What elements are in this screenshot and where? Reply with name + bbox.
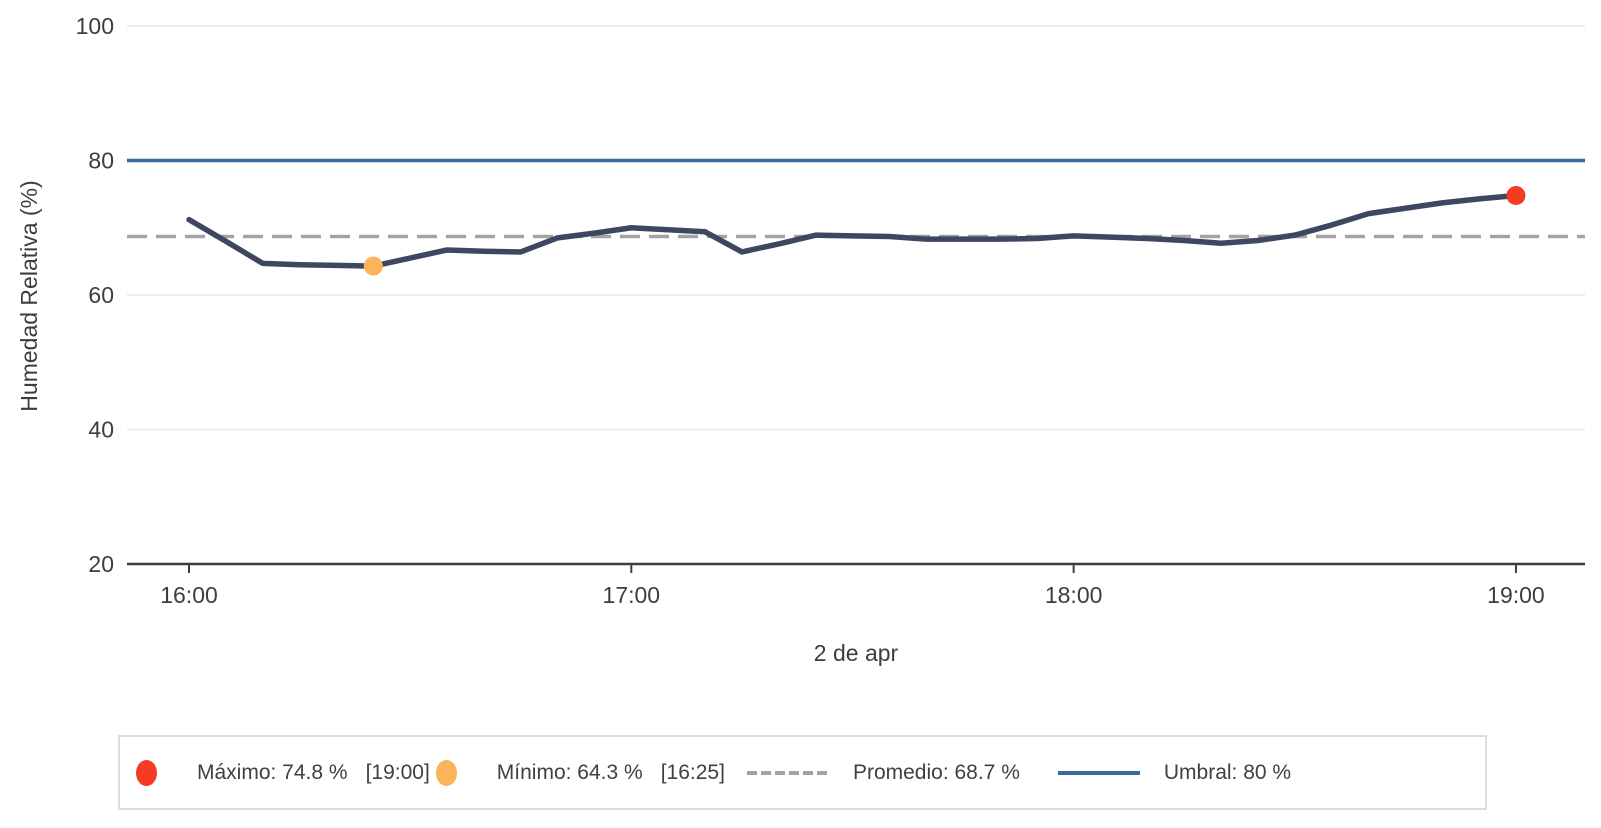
y-tick-label-60: 60 <box>88 282 114 308</box>
x-tick-label-18:00: 18:00 <box>1045 582 1103 608</box>
x-tick-label-19:00: 19:00 <box>1487 582 1545 608</box>
legend-time-minimo: [16:25] <box>660 760 725 784</box>
max-dot-icon <box>136 759 157 786</box>
legend-item-promedio[interactable]: Promedio: 68.7 % <box>746 760 1020 785</box>
solid-line-icon <box>1057 770 1140 775</box>
x-tick-marks <box>188 565 1517 573</box>
legend-label-maximo: Máximo: 74.8 % <box>197 760 348 784</box>
y-tick-label-20: 20 <box>88 551 114 577</box>
min-point-marker[interactable] <box>363 256 383 276</box>
max-point-marker[interactable] <box>1506 185 1526 205</box>
dashed-line-icon <box>746 770 829 775</box>
legend-box: Máximo: 74.8 % [19:00] Mínimo: 64.3 % [1… <box>118 735 1487 810</box>
legend-label-promedio: Promedio: 68.7 % <box>852 760 1020 784</box>
gridlines <box>127 25 1585 431</box>
min-dot-icon <box>435 759 457 786</box>
x-tick-label-16:00: 16:00 <box>160 582 218 608</box>
y-tick-label-40: 40 <box>88 417 114 443</box>
y-axis-title: Humedad Relativa (%) <box>16 180 42 412</box>
y-tick-label-100: 100 <box>76 13 114 39</box>
legend-item-umbral[interactable]: Umbral: 80 % <box>1057 760 1292 785</box>
y-tick-labels: 100 80 60 40 20 <box>76 13 114 577</box>
legend-item-maximo[interactable]: Máximo: 74.8 % [19:00] <box>136 759 430 786</box>
chart-canvas: 16:00 17:00 18:00 19:00 100 80 60 40 20 <box>76 13 1585 608</box>
legend-label-minimo: Mínimo: 64.3 % <box>496 760 643 784</box>
legend-label-umbral: Umbral: 80 % <box>1163 760 1292 784</box>
x-axis-title: 2 de apr <box>813 640 899 666</box>
x-tick-label-17:00: 17:00 <box>603 582 661 608</box>
y-tick-label-80: 80 <box>88 148 114 174</box>
legend-time-maximo: [19:00] <box>365 760 430 784</box>
legend-item-minimo[interactable]: Mínimo: 64.3 % [16:25] <box>435 759 725 786</box>
humidity-series-line[interactable] <box>186 192 1519 269</box>
x-tick-labels: 16:00 17:00 18:00 19:00 <box>160 582 1545 608</box>
